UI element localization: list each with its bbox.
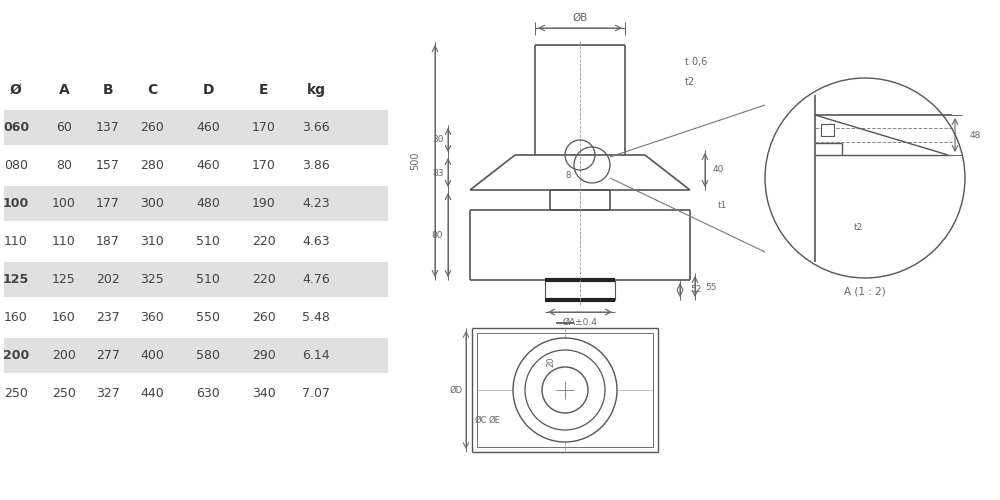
Text: 360: 360: [140, 311, 164, 324]
Text: 137: 137: [96, 121, 120, 134]
Text: kg: kg: [306, 83, 326, 97]
Text: 125: 125: [52, 273, 76, 286]
Text: 250: 250: [52, 387, 76, 400]
FancyBboxPatch shape: [4, 262, 388, 296]
Text: 80: 80: [431, 230, 443, 239]
Text: Ø: Ø: [10, 83, 22, 97]
Text: 550: 550: [196, 311, 220, 324]
FancyBboxPatch shape: [4, 338, 388, 372]
Text: D: D: [202, 83, 214, 97]
Text: 460: 460: [196, 159, 220, 172]
Text: 125: 125: [3, 273, 29, 286]
Text: 500: 500: [410, 152, 420, 170]
Text: 157: 157: [96, 159, 120, 172]
Text: 220: 220: [252, 235, 276, 248]
Text: 480: 480: [196, 197, 220, 210]
Text: 40: 40: [712, 166, 724, 174]
Text: 4.23: 4.23: [302, 197, 330, 210]
Text: 220: 220: [252, 273, 276, 286]
Text: 3.66: 3.66: [302, 121, 330, 134]
Text: 7.07: 7.07: [302, 387, 330, 400]
Text: 177: 177: [96, 197, 120, 210]
Text: 200: 200: [3, 349, 29, 362]
Text: 460: 460: [196, 121, 220, 134]
Bar: [821, 124, 834, 136]
Text: t1: t1: [718, 200, 727, 209]
Text: ØB: ØB: [572, 13, 588, 23]
Text: 80: 80: [56, 159, 72, 172]
Text: 52: 52: [690, 286, 701, 294]
FancyBboxPatch shape: [4, 186, 388, 220]
FancyBboxPatch shape: [4, 110, 388, 144]
Text: 110: 110: [4, 235, 28, 248]
Text: 6.14: 6.14: [302, 349, 330, 362]
Text: 5.48: 5.48: [302, 311, 330, 324]
Text: 20: 20: [546, 357, 556, 367]
Text: 187: 187: [96, 235, 120, 248]
Text: A: A: [59, 83, 69, 97]
Text: 4.76: 4.76: [302, 273, 330, 286]
Text: 327: 327: [96, 387, 120, 400]
Text: 300: 300: [140, 197, 164, 210]
Text: 83: 83: [432, 168, 444, 177]
Text: 55: 55: [705, 282, 716, 292]
Text: 260: 260: [140, 121, 164, 134]
Text: 3.86: 3.86: [302, 159, 330, 172]
Text: t 0,6: t 0,6: [685, 57, 707, 67]
Text: 237: 237: [96, 311, 120, 324]
Text: 310: 310: [140, 235, 164, 248]
Text: 200: 200: [52, 349, 76, 362]
Text: 170: 170: [252, 159, 276, 172]
Text: 170: 170: [252, 121, 276, 134]
Text: t2: t2: [853, 224, 863, 232]
Text: 440: 440: [140, 387, 164, 400]
Text: 325: 325: [140, 273, 164, 286]
Text: 110: 110: [52, 235, 76, 248]
Text: 100: 100: [3, 197, 29, 210]
Text: C: C: [147, 83, 157, 97]
Text: 340: 340: [252, 387, 276, 400]
Text: 630: 630: [196, 387, 220, 400]
Text: 48: 48: [970, 130, 981, 140]
Text: 060: 060: [3, 121, 29, 134]
Text: t2: t2: [685, 77, 695, 87]
Text: 100: 100: [52, 197, 76, 210]
Text: 080: 080: [4, 159, 28, 172]
Text: ØD: ØD: [449, 386, 463, 394]
Text: 8: 8: [565, 170, 571, 179]
Text: A (1 : 2): A (1 : 2): [844, 287, 886, 297]
Text: 290: 290: [252, 349, 276, 362]
Text: 580: 580: [196, 349, 220, 362]
Text: 30: 30: [432, 136, 444, 144]
Text: ØC: ØC: [475, 416, 487, 424]
Text: 277: 277: [96, 349, 120, 362]
Text: E: E: [259, 83, 269, 97]
Text: 160: 160: [52, 311, 76, 324]
Text: 510: 510: [196, 235, 220, 248]
Text: 190: 190: [252, 197, 276, 210]
Text: B: B: [103, 83, 113, 97]
Text: 260: 260: [252, 311, 276, 324]
Text: 4.63: 4.63: [302, 235, 330, 248]
Text: ØE: ØE: [488, 416, 500, 424]
Text: 202: 202: [96, 273, 120, 286]
Text: 60: 60: [56, 121, 72, 134]
Text: 400: 400: [140, 349, 164, 362]
Text: 510: 510: [196, 273, 220, 286]
Text: 250: 250: [4, 387, 28, 400]
Text: 160: 160: [4, 311, 28, 324]
Text: ØA±0.4: ØA±0.4: [563, 318, 597, 326]
Text: 280: 280: [140, 159, 164, 172]
